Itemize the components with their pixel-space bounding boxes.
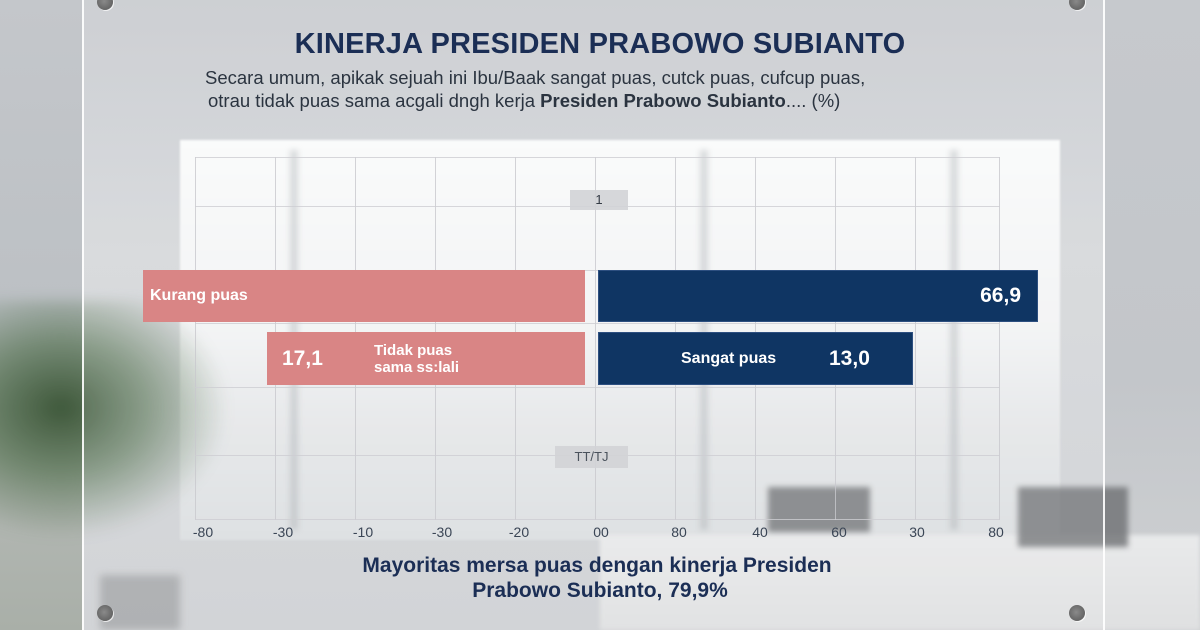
x-tick: 40	[752, 524, 768, 540]
x-axis: -80 -30 -10 -30 -20 00 80 40 60 30 80	[0, 524, 1200, 544]
subtitle-line-1: Secara umum, apikak sejuah ini Ibu/Baak …	[205, 67, 866, 88]
x-tick: 00	[593, 524, 609, 540]
no-answer-tag: TT/TJ	[555, 446, 628, 468]
bar-label-line: sama ss:lali	[374, 358, 460, 376]
chart-title: KINERJA PRESIDEN PRABOWO SUBIANTO	[294, 28, 906, 60]
background-chair	[768, 487, 870, 532]
bar-label: Tidak puas sama ss:lali	[374, 342, 459, 376]
subtitle-line-2: otrau tidak puas sama acgali dngh kerja …	[205, 89, 1005, 112]
bar-sangat-puas: Sangat puas 13,0	[598, 332, 913, 385]
bar-cukup-puas: 66,9	[598, 270, 1038, 322]
background-plant	[0, 300, 230, 540]
x-tick: -30	[431, 524, 453, 540]
subtitle-emphasis: Presiden Prabowo Subianto	[540, 90, 786, 111]
x-tick: 80	[671, 524, 687, 540]
conclusion-line-1: Mayoritas mersa puas dengan kinerja Pres…	[362, 554, 832, 577]
bar-value: 17,1	[282, 346, 323, 370]
x-tick: -20	[508, 524, 530, 540]
x-tick: -10	[352, 524, 374, 540]
x-tick: 30	[909, 524, 925, 540]
screw-icon	[1069, 605, 1085, 621]
bar-value: 66,9	[980, 284, 1021, 307]
window-mullion	[950, 150, 958, 530]
background-plant-pot	[100, 575, 180, 630]
x-tick: -80	[192, 524, 214, 540]
row-marker-tag: 1	[570, 190, 628, 210]
chart-subtitle: Secara umum, apikak sejuah ini Ibu/Baak …	[205, 66, 1005, 112]
x-tick: 80	[988, 524, 1004, 540]
screw-icon	[97, 605, 113, 621]
bar-tidak-puas-sama-sekali: 17,1 Tidak puas sama ss:lali	[267, 332, 585, 385]
background-desk	[600, 535, 1200, 630]
bar-label-line: Tidak puas	[374, 341, 453, 359]
x-tick: 60	[831, 524, 847, 540]
bar-value: 13,0	[829, 346, 870, 370]
background-chair	[1018, 487, 1128, 547]
subtitle-suffix: .... (%)	[785, 90, 841, 111]
bar-label: Kurang puas	[150, 287, 248, 304]
screw-icon	[1069, 0, 1085, 10]
screw-icon	[97, 0, 113, 10]
conclusion-line-2: Prabowo Subianto, 79,9%	[472, 579, 728, 602]
subtitle-line-2-text: otrau tidak puas sama acgali dngh kerja	[208, 90, 541, 111]
bar-kurang-puas: Kurang puas	[143, 270, 585, 322]
x-tick: -30	[272, 524, 294, 540]
chart-conclusion: Mayoritas mersa puas dengan kinerja Pres…	[0, 553, 1200, 603]
bar-label: Sangat puas	[681, 349, 777, 367]
